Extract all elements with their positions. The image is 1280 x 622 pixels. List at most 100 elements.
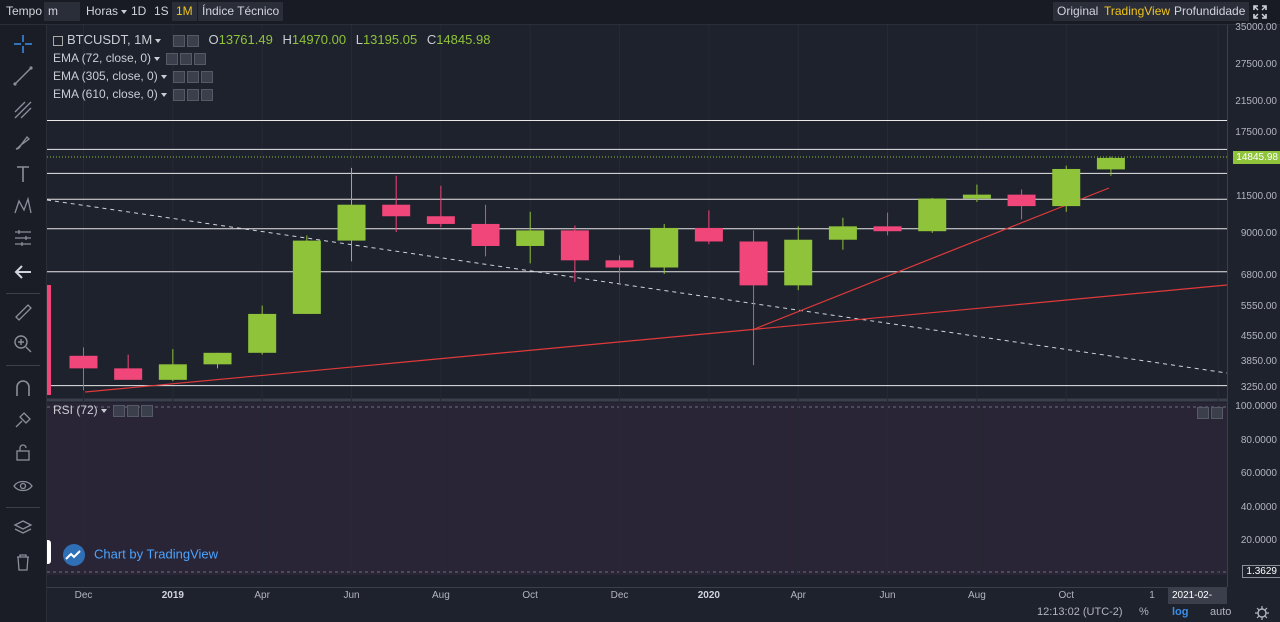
- log-toggle[interactable]: log: [1172, 606, 1189, 618]
- time-tick-label: Dec: [610, 590, 629, 601]
- candle-body[interactable]: [694, 227, 723, 242]
- close-icon[interactable]: [200, 88, 213, 101]
- gear-icon[interactable]: [186, 70, 199, 83]
- rsi-pane: [47, 403, 1227, 575]
- trash-icon[interactable]: [12, 551, 34, 573]
- rsi-legend[interactable]: RSI (72): [53, 403, 153, 417]
- time-axis[interactable]: Dec 2019 Apr Jun Aug Oct Dec 2020 Apr Jun Aug Oct 1 2…: [47, 587, 1227, 617]
- gear-icon[interactable]: [186, 34, 199, 47]
- interval-select[interactable]: m: [44, 2, 80, 33]
- maximize-icon[interactable]: [1197, 406, 1209, 419]
- candle-body[interactable]: [1096, 157, 1125, 170]
- chevron-down-icon[interactable]: [100, 408, 107, 413]
- chevron-down-icon[interactable]: [155, 38, 162, 43]
- candle-body[interactable]: [739, 241, 768, 286]
- close-label: C: [426, 32, 437, 47]
- chevron-down-icon[interactable]: [154, 56, 161, 61]
- timeframe-1m-button[interactable]: 1M: [172, 2, 197, 21]
- close-icon[interactable]: [140, 404, 153, 417]
- candle-body[interactable]: [605, 260, 634, 268]
- dashed-trendline[interactable]: [46, 199, 1228, 374]
- settings-icon[interactable]: [172, 88, 185, 101]
- chevron-down-icon[interactable]: [160, 92, 167, 97]
- pane-resize-handle[interactable]: [43, 540, 51, 564]
- candle-body[interactable]: [69, 355, 98, 369]
- auto-toggle[interactable]: auto: [1210, 606, 1232, 618]
- candle-body[interactable]: [471, 223, 500, 246]
- collapse-icon[interactable]: [53, 35, 63, 46]
- pattern-icon[interactable]: [12, 195, 34, 217]
- indicators-button[interactable]: Índice Técnico: [198, 2, 284, 21]
- price-tick-label: 21500.00: [1235, 95, 1277, 107]
- candle-body[interactable]: [114, 368, 143, 380]
- crosshair-icon[interactable]: [12, 33, 34, 55]
- ema-legend-2[interactable]: EMA (305, close, 0): [53, 69, 213, 83]
- ema-legend-1[interactable]: EMA (72, close, 0): [53, 51, 207, 65]
- symbol-title[interactable]: BTCUSDT, 1M: [67, 32, 153, 47]
- tradingview-watermark[interactable]: Chart by TradingView: [60, 544, 218, 566]
- back-arrow-icon[interactable]: [12, 261, 34, 283]
- candle-body[interactable]: [248, 313, 277, 353]
- candle-body[interactable]: [426, 216, 455, 224]
- candle-body[interactable]: [962, 194, 991, 199]
- price-chart[interactable]: [43, 25, 1228, 587]
- magnet-icon[interactable]: [12, 377, 34, 399]
- lock-drawing-icon[interactable]: [12, 409, 34, 431]
- percent-toggle[interactable]: %: [1139, 606, 1149, 618]
- fullscreen-icon[interactable]: [1253, 5, 1267, 19]
- lock-icon[interactable]: [12, 441, 34, 463]
- candle-body[interactable]: [828, 226, 857, 240]
- gear-icon[interactable]: [186, 88, 199, 101]
- candle-body[interactable]: [292, 240, 321, 314]
- original-view-button[interactable]: Original: [1053, 2, 1103, 21]
- ema-label: EMA (72, close, 0): [53, 51, 152, 65]
- chevron-down-icon[interactable]: [160, 74, 167, 79]
- prediction-icon[interactable]: [12, 227, 34, 249]
- trendline-icon[interactable]: [12, 65, 34, 87]
- high-label: H: [282, 32, 292, 47]
- eye-icon[interactable]: [12, 475, 34, 497]
- brush-icon[interactable]: [12, 131, 34, 153]
- candle-body[interactable]: [560, 230, 589, 261]
- candle-body[interactable]: [516, 230, 545, 246]
- gear-icon[interactable]: [180, 52, 193, 65]
- candle-body[interactable]: [784, 239, 813, 286]
- settings-icon[interactable]: [172, 70, 185, 83]
- candle-body[interactable]: [873, 226, 902, 232]
- timeframe-1d-button[interactable]: 1D: [131, 4, 147, 18]
- red-trendline-short[interactable]: [751, 187, 1110, 331]
- timeframe-1s-button[interactable]: 1S: [154, 4, 169, 18]
- depth-view-button[interactable]: Profundidade: [1170, 2, 1250, 21]
- chart-area[interactable]: [43, 25, 1228, 587]
- minimize-icon[interactable]: [1211, 406, 1223, 419]
- current-price-badge: 14845.98: [1233, 150, 1280, 164]
- red-trendline-long[interactable]: [84, 284, 1228, 393]
- horas-dropdown[interactable]: Horas: [82, 2, 131, 21]
- ruler-icon[interactable]: [12, 301, 34, 323]
- price-axis[interactable]: 35000.00 27500.00 21500.00 17500.00 14845.98…: [1227, 22, 1280, 587]
- candle-body[interactable]: [1052, 168, 1081, 207]
- candle-body[interactable]: [1007, 194, 1036, 207]
- settings-icon[interactable]: [112, 404, 125, 417]
- close-icon[interactable]: [200, 70, 213, 83]
- settings-icon[interactable]: [166, 52, 179, 65]
- tradingview-view-button[interactable]: TradingView: [1100, 2, 1175, 21]
- candle-body[interactable]: [158, 364, 187, 380]
- settings-gear-icon[interactable]: [1255, 606, 1269, 620]
- symbol-legend: BTCUSDT, 1M O13761.49 H14970.00 L13195.0…: [53, 32, 490, 47]
- ema-label: EMA (610, close, 0): [53, 87, 158, 101]
- zoom-in-icon[interactable]: [12, 333, 34, 355]
- candle-body[interactable]: [918, 198, 947, 232]
- candle-body[interactable]: [382, 204, 411, 217]
- layers-icon[interactable]: [12, 517, 34, 539]
- ema-legend-3[interactable]: EMA (610, close, 0): [53, 87, 213, 101]
- gear-icon[interactable]: [126, 404, 139, 417]
- candle-body[interactable]: [337, 204, 366, 241]
- text-tool-icon[interactable]: [12, 163, 34, 185]
- candle-body[interactable]: [650, 227, 679, 268]
- settings-icon[interactable]: [172, 34, 185, 47]
- price-tick-label: 5550.00: [1240, 300, 1277, 312]
- candle-body[interactable]: [203, 352, 232, 365]
- fib-tool-icon[interactable]: [12, 99, 34, 121]
- close-icon[interactable]: [194, 52, 207, 65]
